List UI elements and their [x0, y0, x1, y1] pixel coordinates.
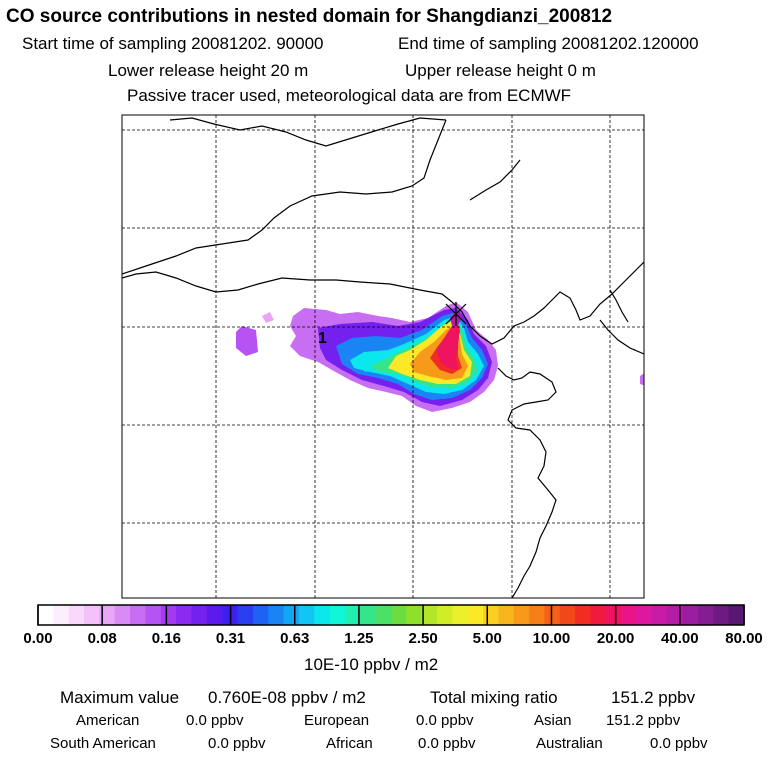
colorbar-tick-label: 80.00 [725, 630, 763, 647]
colorbar-cell [421, 605, 438, 625]
start-time-label: Start time of sampling 20081202. 90000 [22, 34, 324, 53]
colorbar-cell [437, 605, 453, 625]
colorbar-tick-label: 0.08 [87, 630, 117, 647]
map-frame [121, 114, 645, 599]
colorbar-cell [160, 605, 177, 625]
region-name: South American [50, 735, 156, 752]
region-name: American [76, 712, 140, 729]
plume-lilac-spot [262, 312, 274, 323]
gridlines [122, 115, 644, 598]
colorbar-tick-label: 0.63 [280, 630, 310, 647]
region-name: Asian [534, 712, 572, 729]
colorbar-cell [68, 605, 85, 625]
colorbar-cell [268, 605, 285, 625]
region-value: 0.0 ppbv [416, 712, 474, 729]
plume-edge-east [640, 373, 644, 386]
coastlines [122, 117, 644, 598]
colorbar-cell [191, 605, 208, 625]
colorbar-cell [360, 605, 377, 625]
colorbar-tick-label: 0.00 [23, 630, 53, 647]
colorbar-cell [713, 605, 730, 625]
total-mixing-label: Total mixing ratio [430, 688, 558, 707]
colorbar-cell [559, 605, 576, 625]
region-name: African [326, 735, 373, 752]
colorbar-unit: 10E-10 ppbv / m2 [304, 655, 439, 674]
colorbar-cell [728, 605, 745, 625]
colorbar-cell [283, 605, 300, 625]
info-label: Passive tracer used, meteorological data… [127, 86, 572, 105]
map-label: 1 [318, 330, 327, 347]
colorbar-cell [544, 605, 561, 625]
max-value-label: Maximum value [60, 688, 180, 707]
colorbar-cell [344, 605, 361, 625]
colorbar-cell [114, 605, 131, 625]
region-value: 151.2 ppbv [606, 712, 681, 729]
colorbar-cell [298, 605, 315, 625]
plume-light-purple [236, 326, 258, 356]
colorbar-cell [99, 605, 116, 625]
colorbar-cell [329, 605, 346, 625]
region-value: 0.0 ppbv [208, 735, 266, 752]
colorbar-cell [84, 605, 100, 625]
end-time-label: End time of sampling 20081202.120000 [398, 34, 699, 53]
colorbar-cell [237, 605, 254, 625]
plume-cyan-pocket [356, 362, 374, 372]
colorbar-cell [406, 605, 423, 625]
plume-magenta [436, 318, 460, 370]
colorbar-cell [483, 605, 500, 625]
plume-field [236, 302, 644, 412]
colorbar-cell [667, 605, 684, 625]
colorbar-cell [605, 605, 622, 625]
region-value: 0.0 ppbv [186, 712, 244, 729]
upper-release-label: Upper release height 0 m [405, 61, 596, 80]
chart-title: CO source contributions in nested domain… [6, 6, 613, 27]
colorbar-cell [513, 605, 530, 625]
colorbar-cell [314, 605, 331, 625]
colorbar-cell [145, 605, 162, 625]
colorbar-tick-label: 0.16 [151, 630, 181, 647]
colorbar-tick-label: 10.00 [532, 630, 571, 647]
total-mixing-value: 151.2 ppbv [611, 688, 696, 707]
colorbar-cell [176, 605, 193, 625]
colorbar-tick-label: 20.00 [596, 630, 635, 647]
region-value: 0.0 ppbv [418, 735, 476, 752]
colorbar-tick-label: 5.00 [472, 630, 502, 647]
colorbar-cell [590, 605, 607, 625]
colorbar-cell [529, 605, 546, 625]
max-value: 0.760E-08 ppbv / m2 [208, 688, 366, 707]
colorbar-cell [697, 605, 714, 625]
colorbar-cell [682, 605, 699, 625]
region-name: European [304, 712, 370, 729]
colorbar-cell [375, 605, 392, 625]
colorbar-cell [391, 605, 407, 625]
colorbar-cell [206, 605, 223, 625]
lower-release-label: Lower release height 20 m [108, 61, 309, 80]
colorbar-tick-label: 2.50 [408, 630, 438, 647]
colorbar-tick-label: 1.25 [344, 630, 374, 647]
colorbar-cell [452, 605, 469, 625]
colorbar-cell [575, 605, 592, 625]
colorbar-cell [130, 605, 147, 625]
region-value: 0.0 ppbv [650, 735, 708, 752]
colorbar-cell [621, 605, 638, 625]
colorbar-tick-label: 0.31 [215, 630, 246, 647]
colorbar-cell [498, 605, 515, 625]
colorbar-tick-label: 40.00 [661, 630, 699, 647]
colorbar-cell [651, 605, 668, 625]
region-name: Australian [536, 735, 603, 752]
colorbar-cell [38, 605, 54, 625]
colorbar-cell [467, 605, 484, 625]
colorbar-cell [636, 605, 653, 625]
receptor-marker [445, 302, 467, 326]
colorbar-cell [252, 605, 269, 625]
colorbar-cell [53, 605, 70, 625]
